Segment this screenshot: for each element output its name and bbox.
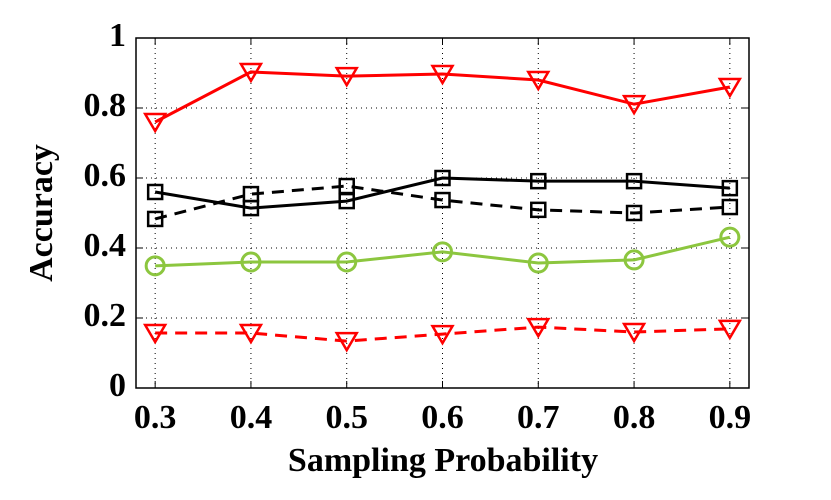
marker <box>717 319 743 341</box>
marker <box>338 177 355 195</box>
marker <box>142 323 168 345</box>
marker <box>526 317 551 339</box>
marker <box>527 252 549 274</box>
x-tick-label: 0.9 <box>709 399 752 436</box>
marker <box>530 172 547 190</box>
marker <box>623 249 645 271</box>
series-line <box>155 325 730 343</box>
marker <box>146 183 164 201</box>
x-tick-label: 0.7 <box>517 399 560 436</box>
x-axis-label: Sampling Probability <box>288 442 598 479</box>
y-tick-label: 0.6 <box>84 157 127 194</box>
marker <box>336 251 358 273</box>
marker <box>144 255 166 277</box>
marker <box>242 185 260 203</box>
marker <box>625 204 643 222</box>
marker <box>334 331 359 353</box>
marker <box>434 169 451 187</box>
marker <box>334 66 359 88</box>
marker <box>146 210 164 228</box>
series-line <box>155 235 731 268</box>
marker <box>240 251 262 273</box>
marker <box>238 323 264 345</box>
y-axis-label: Accuracy <box>23 144 60 282</box>
marker <box>238 62 264 84</box>
plot-frame <box>135 37 750 389</box>
x-tick-label: 0.6 <box>421 399 464 436</box>
y-tick-label: 0.2 <box>84 297 127 334</box>
marker <box>721 198 739 216</box>
marker <box>434 191 451 209</box>
series-line <box>154 184 730 221</box>
marker <box>621 322 647 344</box>
marker <box>721 179 739 197</box>
series-line <box>154 70 731 124</box>
x-tick-label: 0.4 <box>230 399 273 436</box>
marker <box>719 226 741 248</box>
marker <box>432 241 453 263</box>
y-tick-label: 0 <box>109 367 126 404</box>
x-tick-label: 0.3 <box>134 399 177 436</box>
marker <box>430 64 455 86</box>
marker <box>530 201 547 219</box>
y-tick-label: 0.8 <box>84 87 127 124</box>
x-tick-label: 0.8 <box>613 399 656 436</box>
y-tick-label: 1 <box>109 17 126 54</box>
marker <box>430 324 455 346</box>
marker <box>717 77 743 99</box>
marker <box>625 172 643 190</box>
marker <box>621 94 647 116</box>
y-tick-label: 0.4 <box>84 227 127 264</box>
marker <box>142 112 168 134</box>
x-tick-label: 0.5 <box>325 399 368 436</box>
series-line <box>154 176 730 210</box>
marker <box>526 70 551 92</box>
